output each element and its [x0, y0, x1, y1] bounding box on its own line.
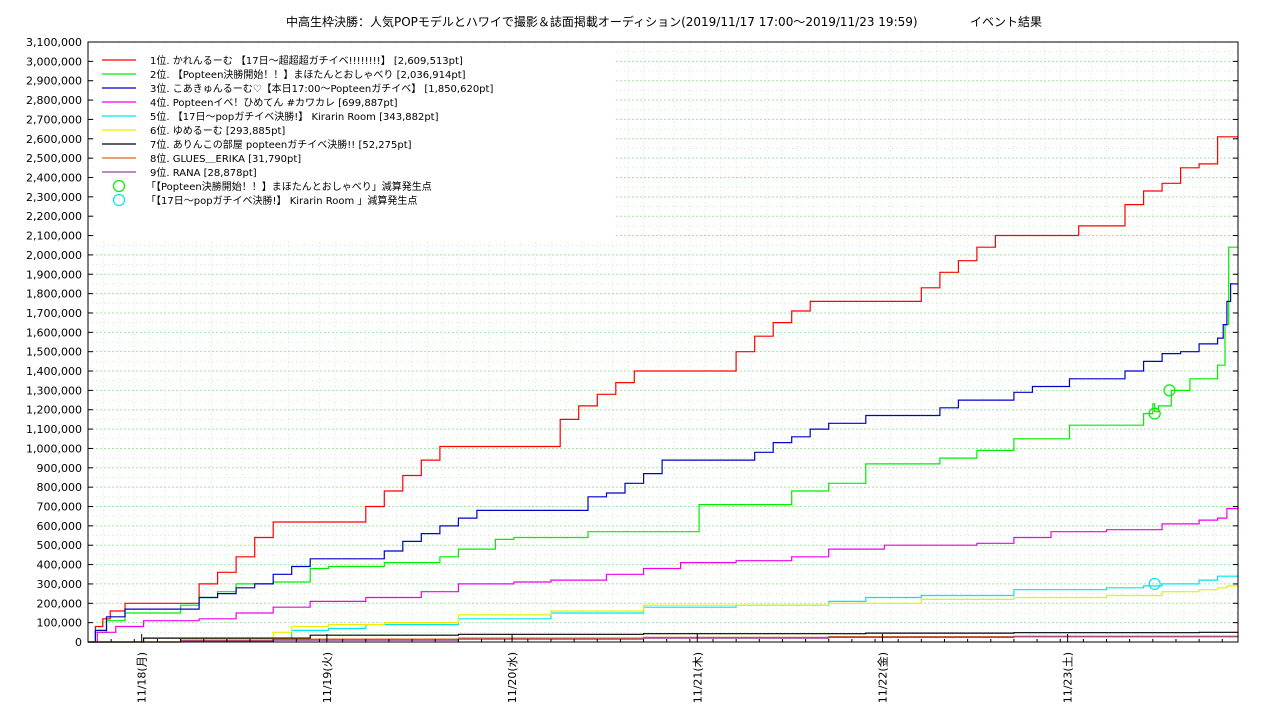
x-tick-label: 11/22(金): [875, 652, 889, 703]
series-line: [88, 631, 1239, 643]
legend-label: 1位. かれんるーむ 【17日〜超超超ガチイベ!!!!!!!!】 [2,609,…: [150, 54, 463, 67]
legend-label: 「【Popteen決勝開始！！】まほたんとおしゃべり」減算発生点: [146, 180, 432, 193]
axes: 0 100,000 200,000 300,000 400,000 500,000 600,…: [26, 36, 1238, 703]
deduction-marker: [1148, 407, 1161, 420]
y-tick-label: 100,000: [37, 617, 83, 630]
deduction-markers: [1148, 384, 1176, 591]
y-tick-label: 300,000: [37, 578, 83, 591]
legend-marker: [112, 193, 126, 207]
y-tick-label: 600,000: [37, 520, 83, 533]
y-tick-label: 2,800,000: [26, 94, 82, 107]
y-tick-label: 900,000: [37, 462, 83, 475]
legend-label: 「【17日〜popガチイベ決勝!】 Kirarin Room 」減算発生点: [146, 194, 417, 207]
legend-label: 7位. ありんこの部屋 popteenガチイベ決勝!! [52,275pt]: [150, 138, 412, 151]
series-line: [88, 283, 1238, 643]
series-line: [88, 506, 1239, 643]
y-tick-label: 2,000,000: [26, 249, 82, 262]
series-line: [88, 585, 1239, 643]
y-tick-label: 1,600,000: [26, 326, 82, 339]
legend-label: 2位. 【Popteen決勝開始！！】まほたんとおしゃべり [2,036,914…: [150, 68, 466, 81]
legend-box: [94, 50, 614, 242]
y-tick-label: 700,000: [37, 501, 83, 514]
plot-frame: [87, 41, 1239, 643]
x-tick-label: 11/21(木): [691, 652, 704, 703]
y-tick-label: 1,500,000: [26, 346, 82, 359]
chart-title: 中高生枠決勝：人気POPモデルとハワイで撮影＆誌面掲載オーディション(2019/…: [286, 14, 918, 29]
legend-label: 8位. GLUES＿ERIKA [31,790pt]: [150, 152, 301, 165]
y-tick-label: 1,200,000: [26, 404, 82, 417]
y-tick-label: 3,100,000: [26, 36, 82, 49]
y-tick-label: 2,200,000: [26, 210, 82, 223]
y-tick-label: 2,300,000: [26, 191, 82, 204]
y-tick-label: 1,700,000: [26, 307, 82, 320]
chart-subtitle: イベント結果: [970, 15, 1042, 29]
y-tick-label: 200,000: [37, 597, 83, 610]
legend-label: 9位. RANA [28,878pt]: [150, 166, 257, 179]
y-tick-label: 3,000,000: [26, 55, 82, 68]
y-tick-label: 0: [75, 636, 82, 649]
y-tick-label: 1,800,000: [26, 288, 82, 301]
legend-marker: [112, 179, 126, 193]
y-tick-label: 1,000,000: [26, 442, 82, 455]
legend-label: 3位. こあきゅんるーむ♡【本日17:00〜Popteenガチイベ】 [1,85…: [150, 82, 493, 95]
legend-label: 4位. Popteenイベ！ひめてん #カワカレ [699,887pt]: [150, 96, 398, 109]
y-tick-label: 1,100,000: [26, 423, 82, 436]
y-tick-label: 2,700,000: [26, 113, 82, 126]
deduction-marker: [1163, 384, 1176, 397]
legend: 1位. かれんるーむ 【17日〜超超超ガチイベ!!!!!!!!】 [2,609,…: [94, 50, 614, 242]
x-tick-label: 11/23(土): [1062, 652, 1075, 703]
y-tick-label: 1,900,000: [26, 268, 82, 281]
y-tick-label: 1,400,000: [26, 365, 82, 378]
y-tick-label: 2,900,000: [26, 75, 82, 88]
legend-label: 6位. ゆめるーむ [293,885pt]: [150, 124, 285, 137]
x-tick-label: 11/19(火): [321, 652, 334, 703]
y-tick-label: 2,100,000: [26, 230, 82, 243]
y-tick-label: 2,500,000: [26, 152, 82, 165]
deduction-marker: [1148, 577, 1161, 591]
series-line: [88, 246, 1238, 643]
y-tick-label: 2,400,000: [26, 171, 82, 184]
x-tick-label: 11/20(水): [506, 652, 519, 703]
series-line: [88, 136, 1238, 643]
y-tick-label: 400,000: [37, 559, 83, 572]
legend-label: 5位. 【17日〜popガチイベ決勝!】 Kirarin Room [343,8…: [150, 110, 439, 123]
y-tick-label: 800,000: [37, 481, 83, 494]
y-tick-label: 2,600,000: [26, 133, 82, 146]
y-tick-label: 500,000: [37, 539, 83, 552]
y-tick-label: 1,300,000: [26, 384, 82, 397]
x-tick-label: 11/18(月): [136, 652, 149, 703]
